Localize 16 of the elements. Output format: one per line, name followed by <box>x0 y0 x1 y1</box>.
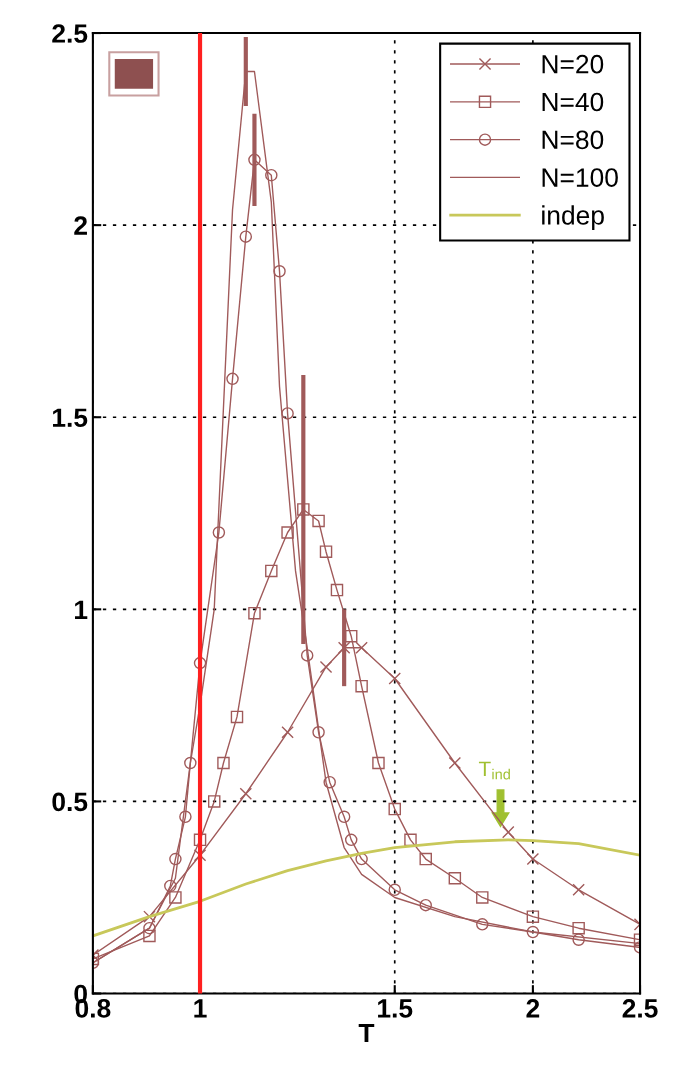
legend-label: indep <box>542 205 604 230</box>
y-tick-label: 2.5 <box>52 24 88 43</box>
legend-label: N=20 <box>542 54 604 74</box>
y-tick-label: 0.5 <box>52 792 88 812</box>
legend-label: N=80 <box>542 130 604 150</box>
x-axis-title: T <box>358 1023 375 1043</box>
legend-label: N=40 <box>542 92 604 112</box>
x-tick-label: 1 <box>194 999 207 1018</box>
y-tick-label: 1 <box>75 600 88 619</box>
x-tick-label: 2.5 <box>622 999 658 1018</box>
annotation: T$_{ind}$ <box>478 761 510 780</box>
x-tick-label: 1.5 <box>378 999 413 1018</box>
x-tick-label: 2 <box>526 999 540 1018</box>
legend-label: N=100 <box>542 168 618 187</box>
y-tick-label: 2 <box>74 216 87 235</box>
y-tick-label: 1.5 <box>53 408 88 428</box>
